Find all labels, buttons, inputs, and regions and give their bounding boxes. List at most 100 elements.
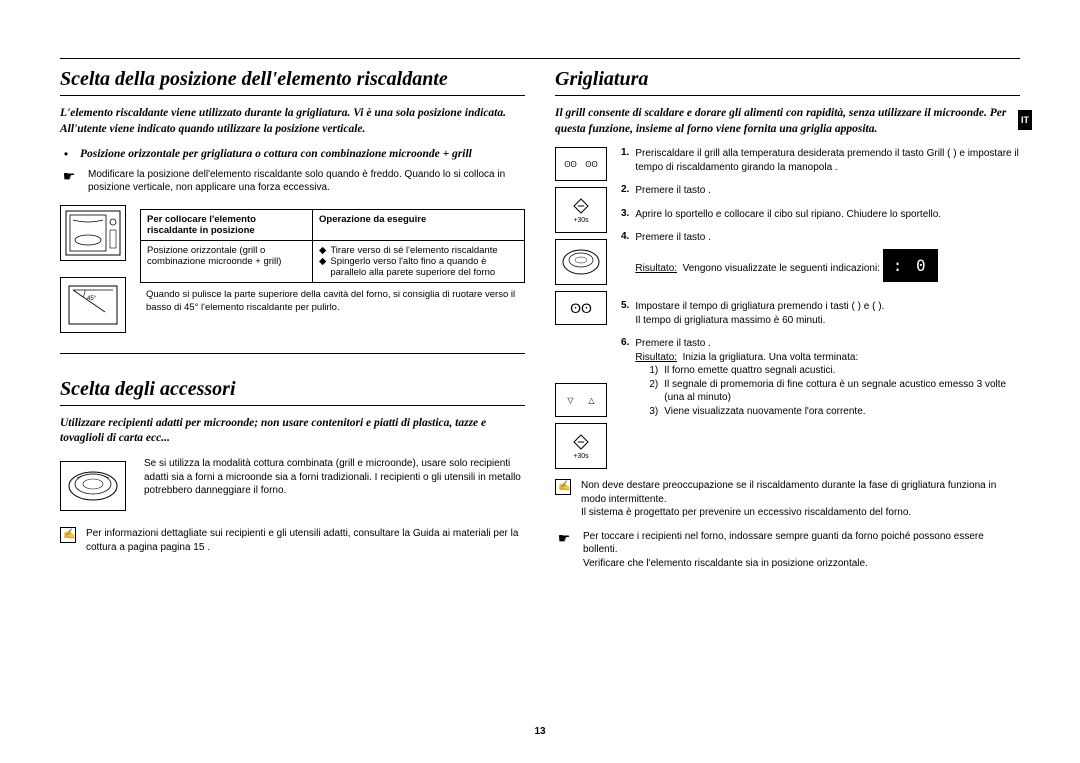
- start-diamond-icon: [572, 433, 590, 451]
- section1-table-area: 45° Per collocare l'elemento riscaldante…: [60, 201, 525, 339]
- op-a: Tirare verso di sé l'elemento riscaldant…: [330, 245, 497, 256]
- step-num: 1.: [621, 147, 629, 174]
- step-4a: Premere il tasto .: [635, 232, 711, 243]
- section1-intro: L'elemento riscaldante viene utilizzato …: [60, 106, 525, 137]
- pointing-hand-icon: ☛: [555, 530, 573, 571]
- dish-diagram: [60, 461, 126, 511]
- section2-info-text: Per informazioni dettagliate sui recipie…: [86, 527, 525, 554]
- start-button-icon-2: +30s: [555, 423, 607, 469]
- info-icon: ✍: [60, 527, 76, 543]
- step-3: 3. Aprire lo sportello e collocare il ci…: [621, 208, 1020, 222]
- subnum: 3): [649, 405, 658, 419]
- step-2-text: Premere il tasto .: [635, 184, 1020, 198]
- plate-icon: [559, 244, 603, 280]
- right-note-2: ☛ Per toccare i recipienti nel forno, in…: [555, 530, 1020, 571]
- oven-diagram-2: 45°: [60, 277, 126, 333]
- info-icon: ✍: [555, 479, 571, 495]
- right-note-1-body: Non deve destare preoccupazione se il ri…: [581, 479, 1020, 520]
- table-cell-1-1: Posizione orizzontale (grill o combinazi…: [141, 240, 313, 282]
- bullet-dot-icon: •: [60, 147, 72, 162]
- s6-1: Il forno emette quattro segnali acustici…: [664, 364, 835, 378]
- display-screen: : 0: [883, 249, 938, 283]
- step-num: 3.: [621, 208, 629, 222]
- grill-button-icon: ʘʘ ʘʘ: [555, 147, 607, 181]
- step-6-result-label: Risultato:: [635, 352, 677, 363]
- top-rule: [60, 58, 1020, 59]
- oven-diagrams: 45°: [60, 201, 132, 339]
- section1-bullet-text: Posizione orizzontale per grigliatura o …: [80, 147, 472, 162]
- step-2: 2. Premere il tasto .: [621, 184, 1020, 198]
- step-6: 6. Premere il tasto . Risultato: Inizia …: [621, 337, 1020, 418]
- microwave-icon: [65, 210, 121, 256]
- step-3-text: Aprire lo sportello e collocare il cibo …: [635, 208, 1020, 222]
- start-diamond-icon: [572, 197, 590, 215]
- section2-body: Se si utilizza la modalità cottura combi…: [144, 457, 525, 498]
- right-intro: Il grill consente di scaldare e dorare g…: [555, 106, 1020, 137]
- right-note-1: ✍ Non deve destare preoccupazione se il …: [555, 479, 1020, 520]
- step-6a: Premere il tasto .: [635, 338, 711, 349]
- start-label: +30s: [573, 217, 588, 224]
- left-column: Scelta della posizione dell'elemento ris…: [60, 68, 525, 576]
- step-num: 2.: [621, 184, 629, 198]
- angle-icon: 45°: [65, 282, 121, 328]
- step-5-body: Impostare il tempo di grigliatura premen…: [635, 300, 1020, 327]
- section1-title: Scelta della posizione dell'elemento ris…: [60, 68, 525, 96]
- accessories-row: Se si utilizza la modalità cottura combi…: [60, 457, 525, 517]
- down-tri-icon: ▽: [567, 396, 573, 405]
- step-4: 4. Premere il tasto . Risultato: Vengono…: [621, 231, 1020, 290]
- table-header-2: Operazione da eseguire: [313, 209, 525, 240]
- page-number: 13: [0, 726, 1080, 737]
- oven-diagram-1: [60, 205, 126, 261]
- table-cell-1-2: ◆ Tirare verso di sé l'elemento riscaldan…: [313, 240, 525, 282]
- step-num: 5.: [621, 300, 629, 327]
- section2-title: Scelta degli accessori: [60, 378, 525, 406]
- start-label-2: +30s: [573, 453, 588, 460]
- dish-step-icon: [555, 239, 607, 285]
- table-note: Quando si pulisce la parte superiore del…: [140, 289, 525, 315]
- heat-icon: ʘʘ: [570, 300, 592, 316]
- angle-label: 45°: [87, 296, 97, 302]
- s6-2: Il segnale di promemoria di fine cottura…: [664, 378, 1020, 405]
- step-1-text: Preriscaldare il grill alla temperatura …: [635, 147, 1020, 174]
- right-note-2-body: Per toccare i recipienti nel forno, indo…: [583, 530, 1020, 571]
- section2-intro: Utilizzare recipienti adatti per microon…: [60, 416, 525, 447]
- step-num: 4.: [621, 231, 629, 290]
- subnum: 1): [649, 364, 658, 378]
- grill-wave-icon: ʘʘ: [564, 160, 576, 169]
- position-table: Per collocare l'elemento riscaldante in …: [140, 209, 525, 283]
- diamond-icon: ◆: [319, 256, 326, 278]
- right-title: Grigliatura: [555, 68, 1020, 96]
- op-b: Spingerlo verso l'alto fino a quando è p…: [330, 256, 518, 278]
- table-header-1: Per collocare l'elemento riscaldante in …: [141, 209, 313, 240]
- step-6c: Inizia la grigliatura. Una volta termina…: [683, 352, 859, 363]
- step-4-result-label: Risultato:: [635, 263, 677, 274]
- note1-text: Non deve destare preoccupazione se il ri…: [581, 480, 996, 505]
- step-5: 5. Impostare il tempo di grigliatura pre…: [621, 300, 1020, 327]
- updown-button-icon: ▽ △: [555, 383, 607, 417]
- step-num: 6.: [621, 337, 629, 418]
- up-tri-icon: △: [588, 396, 594, 405]
- right-column: Grigliatura Il grill consente di scaldar…: [555, 68, 1020, 576]
- pointing-hand-icon: ☛: [60, 168, 78, 195]
- note2b-text: Verificare che l'elemento riscaldante si…: [583, 558, 868, 569]
- grill-single-icon: ʘʘ: [555, 291, 607, 325]
- note2-text: Per toccare i recipienti nel forno, indo…: [583, 531, 984, 556]
- section1-bullet: • Posizione orizzontale per grigliatura …: [60, 147, 525, 162]
- step-4c: Vengono visualizzate le seguenti indicaz…: [683, 263, 880, 274]
- start-button-icon: +30s: [555, 187, 607, 233]
- note1b-text: Il sistema è progettato per prevenire un…: [581, 507, 911, 518]
- section1-hand-note: ☛ Modificare la posizione dell'elemento …: [60, 168, 525, 195]
- step-5a: Impostare il tempo di grigliatura premen…: [635, 301, 884, 312]
- step-text-column: 1. Preriscaldare il grill alla temperatu…: [621, 147, 1020, 469]
- s6-3: Viene visualizzata nuovamente l'ora corr…: [664, 405, 865, 419]
- dish-icon: [65, 466, 121, 506]
- section2-info: ✍ Per informazioni dettagliate sui recip…: [60, 527, 525, 554]
- section1-hand-text: Modificare la posizione dell'elemento ri…: [88, 168, 525, 195]
- diamond-icon: ◆: [319, 245, 326, 256]
- page: Scelta della posizione dell'elemento ris…: [0, 0, 1080, 606]
- step-6-sublist: 1) Il forno emette quattro segnali acusti…: [635, 364, 1020, 418]
- step-icon-column: ʘʘ ʘʘ +30s ʘʘ: [555, 147, 609, 469]
- step-list: ʘʘ ʘʘ +30s ʘʘ: [555, 147, 1020, 469]
- subnum: 2): [649, 378, 658, 405]
- step-1: 1. Preriscaldare il grill alla temperatu…: [621, 147, 1020, 174]
